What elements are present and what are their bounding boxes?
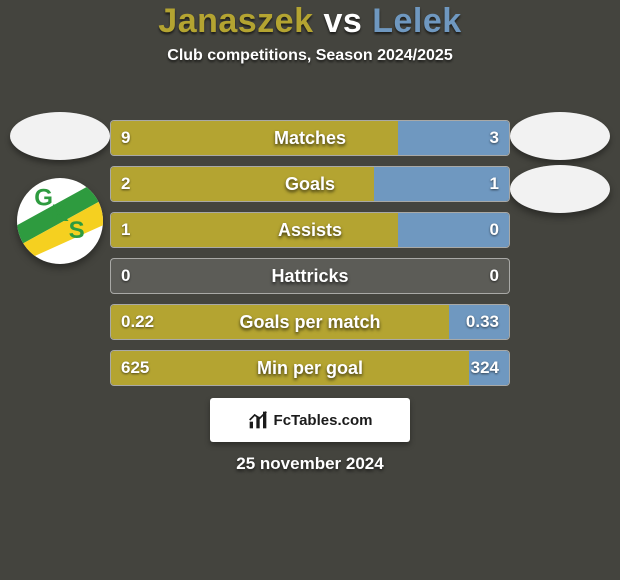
fctables-link[interactable]: FcTables.com bbox=[210, 398, 410, 442]
stat-value-player2: 3 bbox=[490, 121, 499, 155]
stat-row: 00Hattricks bbox=[110, 258, 510, 294]
page-title: Janaszek vs Lelek bbox=[0, 2, 620, 41]
stat-value-player2: 1 bbox=[490, 167, 499, 201]
stat-row: 0.220.33Goals per match bbox=[110, 304, 510, 340]
stat-bar-player1 bbox=[111, 305, 449, 339]
stat-bar-player2 bbox=[131, 259, 509, 293]
stat-value-player2: 0 bbox=[490, 213, 499, 247]
player1-name: Janaszek bbox=[158, 2, 313, 40]
player2-name: Lelek bbox=[372, 2, 461, 40]
stat-value-player2: 324 bbox=[471, 351, 499, 385]
title-separator: vs bbox=[323, 2, 362, 40]
stat-bar-player1 bbox=[111, 351, 469, 385]
stat-value-player1: 0.22 bbox=[121, 305, 154, 339]
stat-row: 93Matches bbox=[110, 120, 510, 156]
stat-value-player1: 625 bbox=[121, 351, 149, 385]
subtitle: Club competitions, Season 2024/2025 bbox=[0, 47, 620, 65]
stat-value-player1: 1 bbox=[121, 213, 130, 247]
fctables-label: FcTables.com bbox=[274, 412, 373, 429]
svg-text:S: S bbox=[69, 217, 85, 244]
stat-row: 10Assists bbox=[110, 212, 510, 248]
stat-bar-player1 bbox=[111, 213, 398, 247]
date-label: 25 november 2024 bbox=[0, 454, 620, 474]
stat-row: 625324Min per goal bbox=[110, 350, 510, 386]
stat-value-player1: 9 bbox=[121, 121, 130, 155]
stats-chart: 93Matches21Goals10Assists00Hattricks0.22… bbox=[110, 120, 510, 386]
stat-bar-player1 bbox=[111, 121, 398, 155]
team-badge-right bbox=[510, 165, 610, 213]
stat-value-player2: 0 bbox=[490, 259, 499, 293]
club-logo-icon: G K S bbox=[17, 178, 103, 264]
stat-value-player1: 2 bbox=[121, 167, 130, 201]
stat-row: 21Goals bbox=[110, 166, 510, 202]
stat-value-player2: 0.33 bbox=[466, 305, 499, 339]
svg-text:G: G bbox=[34, 185, 53, 212]
team-badge-left: G K S bbox=[17, 178, 103, 264]
fctables-logo-icon bbox=[248, 410, 268, 430]
stat-value-player1: 0 bbox=[121, 259, 130, 293]
player1-avatar bbox=[10, 112, 110, 160]
stat-bar-player1 bbox=[111, 167, 374, 201]
comparison-card: Janaszek vs Lelek Club competitions, Sea… bbox=[0, 0, 620, 580]
svg-text:K: K bbox=[51, 200, 69, 227]
player2-avatar bbox=[510, 112, 610, 160]
